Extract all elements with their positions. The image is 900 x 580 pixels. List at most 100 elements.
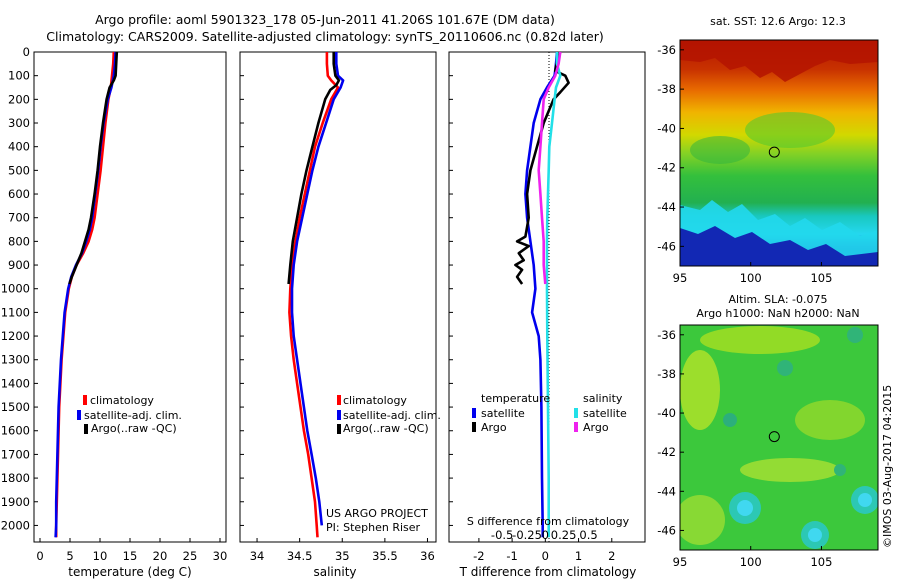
top-tick-label: -0.25 [512, 528, 542, 542]
x-tick-label: 35 [335, 549, 350, 563]
sla-high-patch [680, 350, 720, 430]
x-tick-label: 0 [542, 549, 549, 563]
x-tick-label: 35.5 [372, 549, 398, 563]
legend-marker-temp-satellite [472, 408, 476, 418]
legend-label-sal-satellite: satellite [583, 407, 627, 420]
y-tick-label: -40 [657, 406, 676, 420]
y-tick-label: -44 [657, 484, 676, 498]
x-tick-label: 5 [66, 549, 73, 563]
y-tick-label: 500 [8, 163, 30, 177]
argo-location-marker [768, 431, 780, 443]
x-tick-label: 95 [673, 271, 688, 285]
legend-marker-sal-satellite [574, 408, 578, 418]
credit-text: ©IMOS 03-Aug-2017 04:2015 [881, 385, 894, 548]
y-tick-label: -36 [657, 43, 676, 57]
legend-label-temp-argo: Argo [481, 421, 507, 434]
sla-high-patch [795, 400, 865, 440]
series-line-satellite-adj-clim- [290, 52, 345, 526]
temperature-legend: climatology satellite-adj. clim. Argo(..… [77, 394, 182, 435]
sla-eddy [723, 413, 737, 427]
x-tick-label: 95 [673, 555, 688, 569]
x-tick-label: 105 [810, 555, 832, 569]
sla-map-axes: 95 100 105 -36 -38 -40 -42 -44 -46 [657, 328, 832, 569]
sla-eddy [808, 528, 822, 542]
y-tick-label: 2000 [1, 518, 30, 532]
sla-high-patch [680, 495, 725, 545]
legend-marker-argo [84, 424, 88, 434]
temperature-lines [54, 51, 119, 538]
sla-map-panel: Altim. SLA: -0.075 Argo h1000: NaN h2000… [657, 293, 879, 569]
series-line-salinity-satellite [545, 52, 562, 538]
y-tick-label: 1300 [1, 353, 30, 367]
sla-map-frame [679, 324, 879, 551]
legend-group-temperature: temperature [481, 392, 550, 405]
x-tick-label: 10 [93, 549, 108, 563]
x-tick-label: 20 [153, 549, 168, 563]
pi-annotation: PI: Stephen Riser [326, 521, 421, 534]
top-tick-label: 0 [542, 528, 549, 542]
y-tick-label: -42 [657, 161, 676, 175]
salinity-lines [287, 52, 345, 538]
y-tick-label: 0 [23, 45, 30, 59]
legend-label-temp-satellite: satellite [481, 407, 525, 420]
x-tick-label: 0 [36, 549, 43, 563]
sla-eddy [737, 500, 753, 516]
legend-group-salinity: salinity [583, 392, 623, 405]
y-tick-label: 1600 [1, 424, 30, 438]
y-tick-label: 1400 [1, 376, 30, 390]
x-tick-label: 2 [608, 549, 615, 563]
difference-xlabel: T difference from climatology [459, 565, 637, 579]
x-tick-label: 100 [740, 555, 762, 569]
y-tick-label: 800 [8, 234, 30, 248]
y-tick-label: 900 [8, 258, 30, 272]
y-tick-label: 200 [8, 92, 30, 106]
salinity-x-axis: 34 34.5 35 35.5 36 [240, 51, 435, 563]
difference-legend: temperature satellite Argo salinity sate… [472, 392, 627, 434]
sla-eddy [858, 493, 872, 507]
temperature-axes-frame [33, 51, 227, 543]
legend-label-satellite: satellite-adj. clim. [84, 409, 182, 422]
sla-eddy [777, 360, 793, 376]
sst-cold-region [680, 226, 878, 266]
y-tick-label: 1000 [1, 282, 30, 296]
x-tick-label: -1 [506, 549, 517, 563]
legend-marker-satellite [337, 410, 341, 420]
legend-label-sal-argo: Argo [583, 421, 609, 434]
y-tick-label: -46 [657, 523, 676, 537]
x-tick-label: 100 [740, 271, 762, 285]
legend-label-climatology: climatology [343, 394, 407, 407]
argo-location-marker [768, 146, 780, 158]
y-tick-label: -40 [657, 121, 676, 135]
difference-lines [514, 51, 570, 538]
series-line-argo-raw-qc- [68, 51, 119, 285]
legend-marker-argo [337, 424, 341, 434]
y-tick-label: 100 [8, 69, 30, 83]
difference-panel: -2 -1 0 1 2 T difference from climatology S … [448, 51, 646, 579]
legend-marker-temp-argo [472, 422, 476, 432]
y-tick-label: 1700 [1, 447, 30, 461]
temperature-panel: 0100200300400500600700800900100011001200… [1, 45, 228, 579]
sla-heatmap [680, 325, 878, 550]
legend-marker-sal-argo [574, 422, 578, 432]
temperature-xlabel: temperature (deg C) [68, 565, 191, 579]
sla-map-title: Altim. SLA: -0.075 [728, 293, 827, 306]
y-tick-label: -44 [657, 200, 676, 214]
y-tick-label: -38 [657, 82, 676, 96]
y-tick-label: 1900 [1, 495, 30, 509]
sla-eddy [847, 327, 863, 343]
sst-green-patch [690, 136, 750, 164]
figure-title-line1: Argo profile: aoml 5901323_178 05-Jun-20… [95, 12, 555, 27]
sla-high-patch [740, 458, 840, 482]
temperature-x-axis: 0 5 10 15 20 25 30 [36, 538, 227, 563]
x-tick-label: 15 [123, 549, 138, 563]
salinity-diff-tick-labels: -0.5-0.25 0 0.25 0.5 [491, 528, 598, 542]
series-line-temperature-satellite [524, 51, 559, 538]
difference-xlabel-top: S difference from climatology [467, 515, 630, 528]
y-tick-label: -46 [657, 239, 676, 253]
sst-map-panel: sat. SST: 12.6 Argo: 12.3 95 100 105 -36 -38… [657, 15, 879, 285]
legend-label-climatology: climatology [90, 394, 154, 407]
x-tick-label: 36 [420, 549, 435, 563]
top-tick-label: 0.5 [579, 528, 597, 542]
sla-eddy [834, 464, 846, 476]
